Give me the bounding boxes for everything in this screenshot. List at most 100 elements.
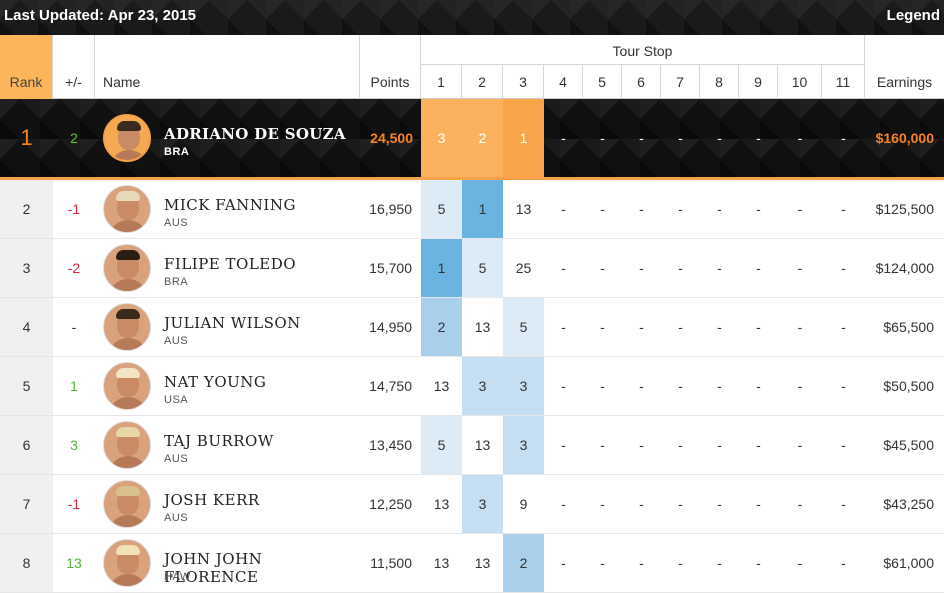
tour-stop-result: - [841,437,846,453]
table-row[interactable]: 4 - JULIAN WILSON AUS 14,950 2 13 5 - - - - - - - - $65,… [0,298,944,357]
tour-stop-result: - [797,437,803,453]
rank-header[interactable]: Rank [0,35,53,99]
tour-stop-result: 3 [503,416,544,474]
tour-stop-result: - [841,201,846,217]
surfer-name-cell[interactable]: JULIAN WILSON AUS [95,298,360,356]
surfer-name-cell[interactable]: MICK FANNING AUS [95,180,360,238]
tour-stop-result: - [756,437,761,453]
earnings-header[interactable]: Earnings [876,74,933,90]
tour-stop-1-header[interactable]: 1 [421,65,462,99]
surfer-country: BRA [164,276,189,288]
surfer-name-cell[interactable]: FILIPE TOLEDO BRA [95,239,360,297]
tour-stop-result: 5 [503,298,544,356]
tour-stop-result: - [841,260,846,276]
tour-stop-result: - [561,130,566,146]
table-row[interactable]: 8 13 JOHN JOHN FLORENCE HAW 11,500 13 13 2 - - - - -… [0,534,944,593]
tour-stop-result: - [639,378,644,394]
tour-stop-result: - [841,130,846,146]
avatar [103,362,151,410]
tour-stop-2-header[interactable]: 2 [462,65,503,99]
tour-stop-result: - [841,555,846,571]
tour-stop-result: - [717,319,722,335]
surfer-name: JOHN JOHN FLORENCE [164,550,263,586]
tour-stop-result: 13 [433,555,450,571]
tour-stop-7-header[interactable]: 7 [661,65,700,99]
change-value: -1 [67,496,81,512]
tour-stop-result: - [717,378,722,394]
tour-stop-result: 5 [421,416,462,474]
tour-stop-result: - [756,130,761,146]
change-value: 1 [70,378,78,394]
tour-stop-10-header[interactable]: 10 [778,65,822,99]
rank-value: 3 [0,239,53,297]
points-value: 12,250 [369,496,412,512]
table-row[interactable]: 7 -1 JOSH KERR AUS 12,250 13 3 9 - - - - - - - - $43,250 [0,475,944,534]
tour-stop-result: - [600,555,605,571]
tour-stop-result: 5 [421,180,462,238]
surfer-name-cell[interactable]: ADRIANO DE SOUZA BRA [95,99,360,177]
rank-value: 1 [20,125,33,150]
rank-value: 6 [0,416,53,474]
change-value: 13 [66,555,82,571]
tour-stop-result: 13 [515,201,532,217]
change-header[interactable]: +/- [53,35,95,99]
surfer-name-cell[interactable]: TAJ BURROW AUS [95,416,360,474]
tour-stop-8-header[interactable]: 8 [700,65,739,99]
tour-stop-result: 13 [433,496,450,512]
surfer-name-cell[interactable]: JOSH KERR AUS [95,475,360,533]
surfer-name-cell[interactable]: NAT YOUNG USA [95,357,360,415]
tour-stop-result: - [841,319,846,335]
points-header[interactable]: Points [360,35,421,99]
points-value: 15,700 [369,260,412,276]
tour-stop-5-header[interactable]: 5 [583,65,622,99]
earnings-value: $45,500 [883,437,934,453]
table-row[interactable]: 6 3 TAJ BURROW AUS 13,450 5 13 3 - - - - - - - - $45,500 [0,416,944,475]
rank-value: 4 [0,298,53,356]
change-value: -1 [67,201,81,217]
surfer-name: NAT YOUNG [164,373,267,391]
surfer-name-cell[interactable]: JOHN JOHN FLORENCE HAW [95,534,360,592]
tour-stop-result: - [600,130,605,146]
avatar [103,303,151,351]
tour-stop-result: - [678,496,683,512]
earnings-value: $125,500 [875,201,934,217]
tour-stop-result: - [600,201,605,217]
tour-stop-result: 13 [474,437,491,453]
name-header[interactable]: Name [95,35,360,99]
change-value: - [71,319,77,335]
tour-stop-result: 13 [474,319,491,335]
tour-stop-result: - [678,260,683,276]
surfer-country: AUS [164,335,189,347]
points-value: 13,450 [369,437,412,453]
tour-stop-result: 3 [462,357,503,415]
tour-stop-result: - [756,260,761,276]
points-value: 16,950 [369,201,412,217]
earnings-value: $43,250 [883,496,934,512]
surfer-name: JOSH KERR [164,491,260,509]
surfer-name: TAJ BURROW [164,432,274,450]
table-row[interactable]: 2 -1 MICK FANNING AUS 16,950 5 1 13 - - - - - - - - $125… [0,180,944,239]
tour-stop-result: 3 [462,475,503,533]
table-row[interactable]: 3 -2 FILIPE TOLEDO BRA 15,700 1 5 25 - - - - - - - - $12… [0,239,944,298]
earnings-value: $65,500 [883,319,934,335]
tour-stop-result: - [639,201,644,217]
last-updated: Last Updated: Apr 23, 2015 [4,7,197,24]
tour-stop-result: - [756,378,761,394]
avatar [103,114,151,162]
tour-stop-result: 13 [474,555,491,571]
tour-stop-result: - [756,496,761,512]
tour-stop-result: - [561,496,566,512]
tour-stop-4-header[interactable]: 4 [544,65,583,99]
tour-stop-result: - [797,555,803,571]
tour-stop-9-header[interactable]: 9 [739,65,778,99]
tour-stop-result: - [797,260,803,276]
rank-value: 8 [0,534,53,592]
tour-stop-6-header[interactable]: 6 [622,65,661,99]
points-value: 11,500 [370,555,412,571]
tour-stop-11-header[interactable]: 11 [822,65,865,99]
rank-value: 5 [0,357,53,415]
legend-button[interactable]: Legend [886,7,940,24]
tour-stop-3-header[interactable]: 3 [503,65,544,99]
table-row[interactable]: 5 1 NAT YOUNG USA 14,750 13 3 3 - - - - - - - - $50,500 [0,357,944,416]
